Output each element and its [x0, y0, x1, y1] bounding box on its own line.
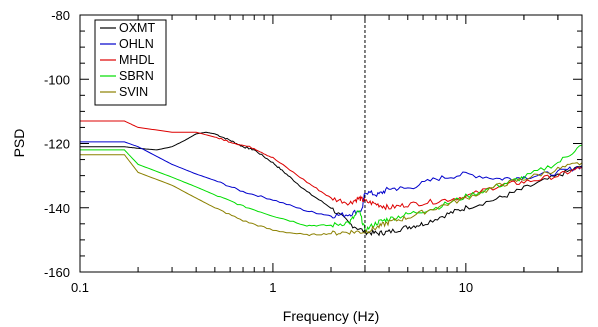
series-layer	[80, 120, 582, 237]
legend: OXMT OHLN MHDL SBRN SVIN	[94, 19, 167, 106]
y-tick-label: -100	[44, 72, 70, 87]
x-tick-label: 0.1	[71, 280, 89, 295]
y-tick-label: -120	[44, 137, 70, 152]
legend-label-mhdl: MHDL	[119, 53, 154, 67]
series-line-sbrn	[80, 144, 582, 233]
legend-box	[94, 19, 167, 106]
ticks-layer	[79, 14, 583, 273]
series-line-ohln	[80, 141, 582, 219]
legend-label-oxmt: OXMT	[119, 21, 155, 35]
legend-label-svin: SVIN	[119, 85, 148, 99]
x-tick-label: 10	[459, 280, 473, 295]
x-tick-label: 1	[269, 280, 276, 295]
y-tick-label: -160	[44, 265, 70, 280]
series-line-svin	[80, 154, 582, 237]
y-axis-label: PSD	[11, 129, 27, 158]
series-line-mhdl	[80, 120, 582, 211]
x-axis-label: Frequency (Hz)	[283, 308, 379, 324]
legend-label-ohln: OHLN	[119, 37, 154, 51]
legend-label-sbrn: SBRN	[119, 69, 154, 83]
y-tick-label: -140	[44, 201, 70, 216]
series-line-oxmt	[80, 131, 582, 237]
tick-labels-layer: 0.1 1 10 -80 -100 -120 -140 -160	[44, 8, 473, 295]
y-tick-label: -80	[51, 8, 70, 23]
